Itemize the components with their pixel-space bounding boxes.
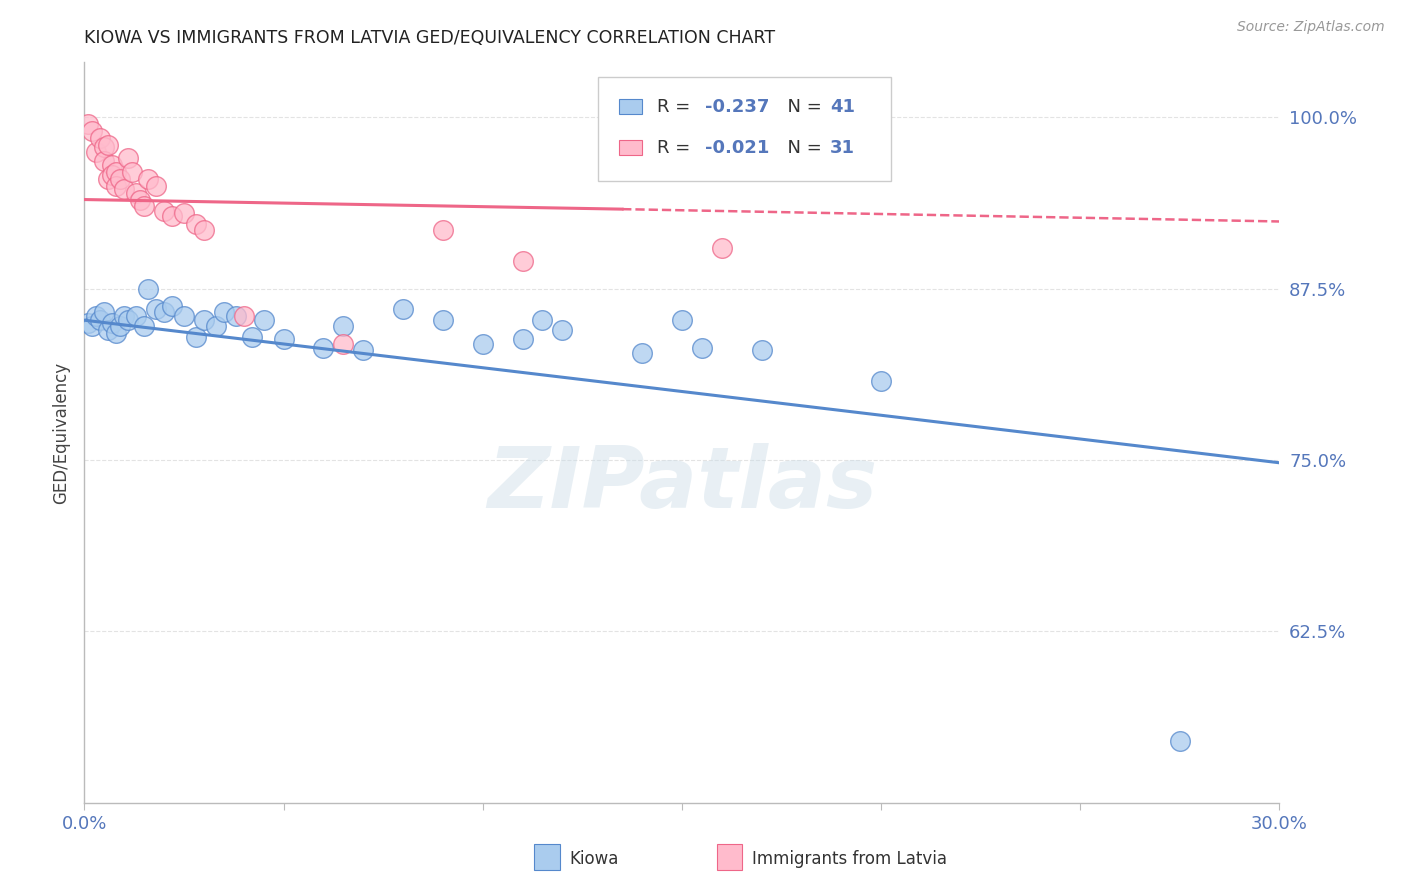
Point [117,313,139,327]
Point [690,341,713,355]
Point [193,223,215,237]
Point [512,254,534,268]
Point [77,316,100,330]
Point [212,305,235,319]
Point [145,178,167,193]
Point [551,323,574,337]
Point [86,309,108,323]
Point [93,305,115,319]
Point [82,318,104,333]
Text: KIOWA VS IMMIGRANTS FROM LATVIA GED/EQUIVALENCY CORRELATION CHART: KIOWA VS IMMIGRANTS FROM LATVIA GED/EQUI… [84,29,776,47]
Text: Immigrants from Latvia: Immigrants from Latvia [752,850,948,868]
Point [82,124,104,138]
Point [160,300,183,314]
Text: -0.021: -0.021 [704,138,769,157]
Text: -0.237: -0.237 [704,98,769,116]
Point [173,309,195,323]
Point [531,313,554,327]
Point [136,282,159,296]
Text: Kiowa: Kiowa [569,850,619,868]
Point [232,309,254,323]
Point [112,309,135,323]
Point [392,302,415,317]
Point [671,313,693,327]
Point [432,313,454,327]
FancyBboxPatch shape [619,99,643,114]
Point [117,152,139,166]
Point [751,343,773,358]
Point [132,199,156,213]
Point [105,326,128,340]
Point [93,140,115,154]
Text: R =: R = [657,138,696,157]
Text: N =: N = [776,138,828,157]
Point [125,309,148,323]
Point [332,336,354,351]
Point [132,318,156,333]
Y-axis label: GED/Equivalency: GED/Equivalency [52,361,70,504]
Point [121,165,143,179]
Point [97,323,120,337]
Point [101,158,124,172]
Point [273,332,295,346]
Point [352,343,374,358]
Point [870,374,893,388]
Text: R =: R = [657,98,696,116]
Point [225,309,247,323]
Point [1168,734,1191,748]
Point [173,206,195,220]
Point [101,168,124,182]
Text: N =: N = [776,98,828,116]
Point [136,172,159,186]
Point [86,145,108,159]
Point [332,318,354,333]
Point [432,223,454,237]
Point [129,193,152,207]
Point [93,154,115,169]
Point [105,165,128,179]
Point [312,341,335,355]
Text: 31: 31 [830,138,855,157]
Point [193,313,215,327]
Point [184,329,207,343]
Text: ZIPatlas: ZIPatlas [486,443,877,526]
Point [253,313,276,327]
Point [153,203,176,218]
FancyBboxPatch shape [599,78,891,181]
Point [240,329,263,343]
FancyBboxPatch shape [619,140,643,155]
Point [101,316,124,330]
Point [97,137,120,152]
Point [512,332,534,346]
Point [205,318,228,333]
Point [105,178,128,193]
Point [110,318,132,333]
Point [160,209,183,223]
Text: Source: ZipAtlas.com: Source: ZipAtlas.com [1237,20,1385,34]
Point [77,117,100,131]
Point [184,217,207,231]
Point [112,181,135,195]
Point [153,305,176,319]
Point [145,302,167,317]
Point [97,172,120,186]
Point [471,336,494,351]
Point [89,313,111,327]
Point [631,346,654,360]
Text: 41: 41 [830,98,855,116]
Point [125,186,148,200]
Point [110,172,132,186]
Point [89,131,111,145]
Point [710,240,733,255]
